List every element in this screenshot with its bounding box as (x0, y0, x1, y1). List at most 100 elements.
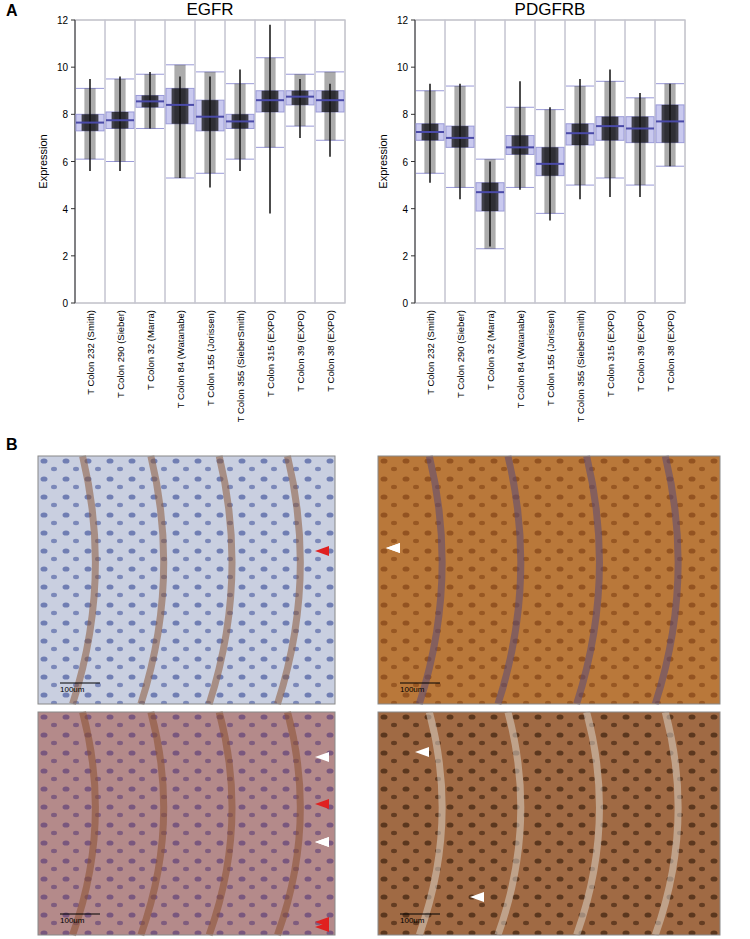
y-tick (71, 67, 75, 68)
column-frame (135, 20, 165, 303)
median-line (166, 104, 194, 106)
stroma (209, 712, 232, 935)
y-tick (411, 20, 415, 21)
x-tick-label: T Colon 355 (SieberSmith) (575, 310, 586, 422)
stroma (655, 712, 678, 935)
median-line (286, 96, 314, 98)
arrow (470, 892, 484, 902)
x-tick-label: T Colon 290 (Sieber) (455, 310, 466, 398)
scale-bar (60, 683, 100, 684)
x-tick-label: T Colon 84 (Watanabe) (175, 310, 186, 408)
column-frame (595, 20, 625, 303)
micrograph-image (38, 456, 335, 704)
stroma (141, 456, 164, 704)
median-line (316, 99, 344, 101)
y-axis-line (75, 20, 76, 303)
x-tick-label: T Colon 155 (Jorissen) (205, 310, 216, 406)
x-tick-label: T Colon 32 (Marra) (485, 310, 496, 390)
micrograph-border (378, 712, 720, 935)
median-line (506, 146, 534, 148)
chart: PDGFRBExpression024681012T Colon 232 (Sm… (377, 0, 685, 422)
x-tick-label: T Colon 355 (SieberSmith) (235, 310, 246, 422)
x-tick-label: T Colon 315 (EXPO) (605, 310, 616, 397)
point-cloud (454, 86, 465, 187)
micrograph-image (38, 712, 335, 935)
stroma (498, 456, 521, 704)
median-line (106, 119, 134, 121)
y-tick (411, 161, 415, 162)
median-line (656, 120, 684, 122)
column-frame (255, 20, 285, 303)
micrograph-border (38, 712, 335, 935)
micrograph-border (378, 456, 720, 704)
y-tick-label: 0 (62, 298, 68, 309)
y-tick-label: 6 (402, 157, 408, 168)
scale-bar (400, 914, 440, 915)
micrograph: 100um (38, 712, 335, 935)
median-line (196, 116, 224, 118)
point-cloud (264, 58, 275, 148)
stroma (209, 456, 232, 704)
stroma (141, 712, 164, 935)
stroma (419, 456, 442, 704)
panel-label: A (6, 2, 18, 19)
median-line (226, 120, 254, 122)
micrograph: 100um (378, 712, 720, 935)
median-line (76, 122, 104, 124)
marks (76, 25, 344, 214)
arrow (315, 799, 329, 809)
scale-bar (60, 914, 100, 915)
column-frame (655, 20, 685, 303)
x-tick-label: T Colon 232 (Smith) (425, 310, 436, 395)
x-tick-label: T Colon 32 (Marra) (145, 310, 156, 390)
arrow (315, 917, 329, 927)
y-tick (411, 208, 415, 209)
column-frame (225, 20, 255, 303)
scale-bar-label: 100um (400, 916, 425, 925)
y-tick-label: 8 (62, 109, 68, 120)
scale-bar-label: 100um (60, 916, 85, 925)
point-cloud (664, 84, 675, 167)
page: {"panel_labels": ["A", "B"], "chart_data… (0, 0, 750, 939)
stroma (73, 712, 96, 935)
y-tick-label: 8 (402, 109, 408, 120)
point-cloud (484, 159, 495, 249)
chart-title: PDGFRB (515, 0, 586, 19)
column-frame (285, 20, 315, 303)
y-tick-label: 2 (62, 251, 68, 262)
stroma (577, 456, 600, 704)
column-frame (165, 20, 195, 303)
micrograph-image (378, 456, 720, 704)
y-tick-label: 0 (402, 298, 408, 309)
point-cloud (84, 88, 95, 159)
y-axis-label: Expression (37, 134, 49, 188)
stroma (419, 712, 442, 935)
plot-frame (75, 20, 345, 303)
median-line (626, 127, 654, 129)
median-line (136, 100, 164, 102)
column-frame (445, 20, 475, 303)
column-frame (625, 20, 655, 303)
y-tick (411, 67, 415, 68)
y-tick (71, 20, 75, 21)
y-tick-label: 12 (397, 15, 409, 26)
point-cloud (544, 110, 555, 214)
point-cloud (204, 72, 215, 173)
micrograph: 100um (378, 456, 720, 704)
x-tick-label: T Colon 155 (Jorissen) (545, 310, 556, 406)
arrow (315, 546, 329, 556)
column-frame (565, 20, 595, 303)
median-line (596, 125, 624, 127)
x-tick-label: T Colon 39 (EXPO) (635, 310, 646, 392)
arrow (315, 837, 329, 847)
y-tick-label: 2 (402, 251, 408, 262)
y-tick (71, 255, 75, 256)
scale-bar-label: 100um (400, 685, 425, 694)
stroma (655, 456, 678, 704)
point-cloud (294, 74, 305, 126)
point-cloud (174, 65, 185, 178)
panel-label: B (6, 436, 18, 453)
arrow (386, 543, 400, 553)
arrow (315, 837, 329, 847)
column-frame (415, 20, 445, 303)
